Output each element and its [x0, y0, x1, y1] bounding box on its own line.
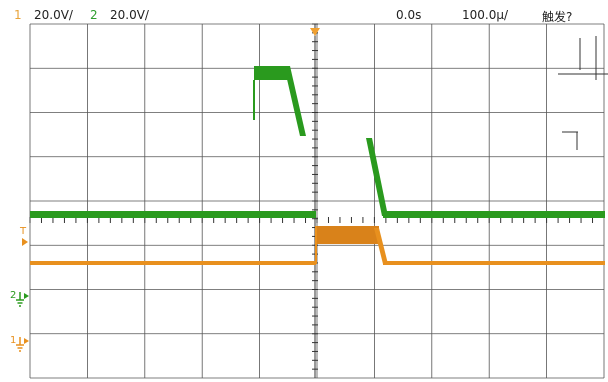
trigger-level-icon — [22, 238, 28, 246]
trigger-position-icon[interactable] — [310, 28, 320, 36]
ch1-waveform — [30, 226, 605, 265]
trigger-level-marker[interactable]: T — [19, 226, 28, 246]
ch1-ground-marker[interactable]: 1 — [10, 335, 29, 352]
ch1-scale[interactable]: 20.0V/ — [34, 8, 73, 22]
trigger-level-label: T — [19, 226, 27, 237]
graticule — [29, 23, 605, 379]
ch2-scale[interactable]: 20.0V/ — [110, 8, 149, 22]
ch2-ground-label: 2 — [10, 290, 16, 301]
ch2-ground-marker[interactable]: 2 — [10, 290, 29, 307]
ch1-number[interactable]: 1 — [14, 8, 22, 22]
ch2-waveform — [30, 66, 605, 218]
status-bar: 1 20.0V/ 2 20.0V/ 0.0s 100.0µ/ 触发? — [0, 0, 608, 24]
ch2-number[interactable]: 2 — [90, 8, 98, 22]
ground-icon — [16, 292, 24, 307]
ghost-artifacts — [558, 36, 608, 150]
ch1-ground-label: 1 — [10, 335, 16, 346]
time-scale[interactable]: 100.0µ/ — [462, 8, 509, 22]
trigger-status: 触发? — [542, 10, 573, 24]
time-offset[interactable]: 0.0s — [396, 8, 422, 22]
ground-icon — [16, 337, 24, 352]
